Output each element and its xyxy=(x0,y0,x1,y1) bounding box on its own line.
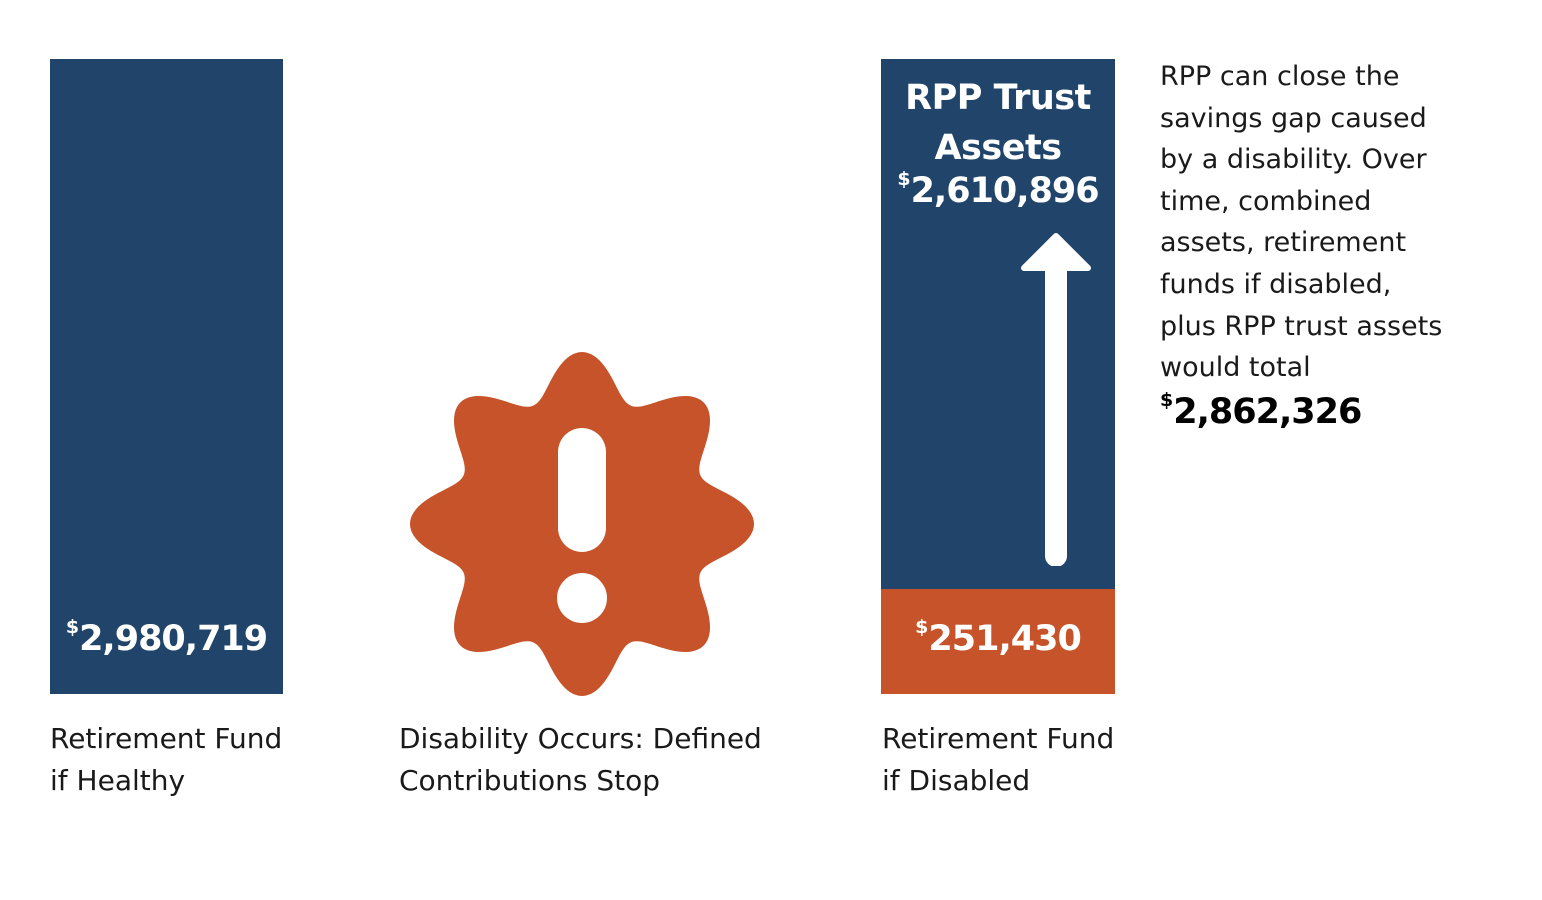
disabled-fund-bar: $251,430 xyxy=(881,589,1115,694)
disabled-fund-caption: Retirement Fund if Disabled xyxy=(882,722,1115,797)
arrow-up-icon xyxy=(1021,233,1091,566)
healthy-fund-value: $2,980,719 xyxy=(65,616,268,659)
rpp-trust-value: $2,610,896 xyxy=(897,168,1099,211)
note-line: would total xyxy=(1160,352,1311,384)
disabled-fund-value: $251,430 xyxy=(915,616,1082,659)
combined-total-value: $2,862,326 xyxy=(1160,389,1362,432)
disability-caption: Disability Occurs: Defined Contributions… xyxy=(399,722,762,797)
note-line: by a disability. Over xyxy=(1160,144,1427,176)
note-line: time, combined xyxy=(1160,185,1372,217)
note-line: RPP can close the xyxy=(1160,61,1400,92)
note-line: funds if disabled, xyxy=(1160,268,1392,300)
note-line: assets, retirement xyxy=(1160,227,1407,259)
rpp-trust-title: RPP Trust Assets xyxy=(905,78,1091,168)
rpp-trust-bar: RPP Trust Assets $2,610,896 xyxy=(881,59,1115,589)
healthy-fund-caption: Retirement Fund if Healthy xyxy=(50,722,283,797)
note-line: plus RPP trust assets xyxy=(1160,310,1443,342)
explanation-note: RPP can close the savings gap caused by … xyxy=(1160,56,1530,389)
note-line: savings gap caused xyxy=(1160,102,1427,134)
warning-burst-icon xyxy=(410,352,754,696)
healthy-fund-bar: $2,980,719 xyxy=(50,59,283,694)
